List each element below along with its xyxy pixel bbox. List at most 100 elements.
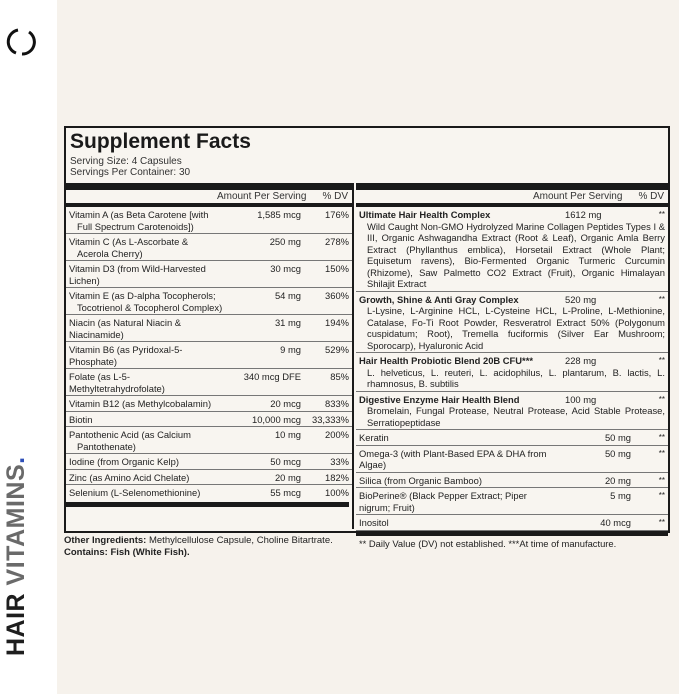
blend-name: Hair Health Probiotic Blend 20B CFU*** bbox=[359, 355, 533, 366]
nutrient-amount: 10,000 mcg bbox=[252, 413, 301, 425]
nutrient-dv: 200% bbox=[325, 429, 349, 440]
brand-word-vitamins: VITAMINS bbox=[2, 463, 30, 586]
divider bbox=[66, 183, 352, 190]
nutrient-name-line: Biotin bbox=[69, 413, 93, 425]
nutrient-name: Selenium (L-Selenomethionine) bbox=[69, 487, 223, 499]
nutrient-dv: 85% bbox=[330, 371, 349, 382]
nutrient-name: Vitamin B6 (as Pyridoxal-5-Phosphate) bbox=[69, 344, 223, 367]
nutrient-amount: 20 mcg bbox=[270, 398, 301, 409]
column-header: Amount Per Serving % DV bbox=[66, 190, 352, 203]
nutrient-dv: 33% bbox=[330, 456, 349, 467]
blend-dv: ** bbox=[658, 210, 665, 219]
blend-row: Hair Health Probiotic Blend 20B CFU*** 22… bbox=[356, 353, 668, 392]
divider bbox=[66, 203, 352, 207]
nutrient-row: Folate (as L-5-Methyltetrahydrofolate) 34… bbox=[66, 369, 352, 396]
ingredient-row: Keratin 50 mg ** bbox=[356, 430, 668, 446]
nutrient-amount: 55 mcg bbox=[270, 487, 301, 498]
nutrient-dv: 100% bbox=[325, 487, 349, 498]
nutrient-name-line: Folate (as L-5-Methyltetrahydrofolate) bbox=[69, 371, 165, 394]
blend-dv: ** bbox=[658, 394, 665, 404]
ingredient-dv: ** bbox=[658, 491, 665, 500]
nutrient-amount: 31 mg bbox=[274, 317, 301, 328]
ingredient-name: Keratin bbox=[359, 432, 389, 443]
blend-header: Growth, Shine & Anti Gray Complex 520 mg *… bbox=[359, 294, 665, 306]
nutrient-row: Vitamin E (as D-alpha Tocopherols; Tocotr… bbox=[66, 288, 352, 315]
header-dv: % DV bbox=[322, 191, 348, 202]
nutrient-name: Niacin (as Natural Niacin & Niacinamide) bbox=[69, 317, 223, 340]
servings-per-container: Servings Per Container: 30 bbox=[70, 167, 191, 178]
other-ingredients-label: Other Ingredients: bbox=[64, 535, 147, 546]
nutrient-dv: 194% bbox=[325, 317, 349, 328]
ingredient-dv: ** bbox=[658, 518, 665, 527]
nutrient-name: Zinc (as Amino Acid Chelate) bbox=[69, 472, 223, 484]
ingredient-dv: ** bbox=[658, 433, 665, 442]
blend-row: Digestive Enzyme Hair Health Blend 100 mg… bbox=[356, 392, 668, 430]
blend-row: Growth, Shine & Anti Gray Complex 520 mg *… bbox=[356, 292, 668, 353]
ingredient-name: Omega-3 (with Plant-Based EPA & DHA from… bbox=[359, 447, 547, 471]
divider bbox=[66, 501, 349, 507]
blend-ingredients: L. helveticus, L. reuteri, L. acidophilu… bbox=[367, 366, 665, 390]
blend-header: Hair Health Probiotic Blend 20B CFU*** 22… bbox=[359, 355, 665, 367]
supplement-facts-panel: Supplement Facts Serving Size: 4 Capsule… bbox=[64, 126, 670, 549]
brand-word-hair: HAIR bbox=[2, 592, 30, 656]
ingredient-row: Silica (from Organic Bamboo) 20 mg ** bbox=[356, 473, 668, 488]
nutrient-name: Vitamin D3 (from Wild-Harvested Lichen) bbox=[69, 263, 223, 286]
nutrient-name: Iodine (from Organic Kelp) bbox=[69, 456, 223, 468]
nutrient-name-line: Vitamin C (As L-Ascorbate & bbox=[69, 236, 189, 247]
nutrient-row: Selenium (L-Selenomethionine) 55 mcg 100% bbox=[66, 485, 352, 500]
ingredient-dv: ** bbox=[658, 475, 665, 485]
column-header: Amount Per Serving % DV bbox=[356, 190, 668, 203]
blend-amount: 1612 mg bbox=[565, 209, 602, 220]
nutrient-row: Iodine (from Organic Kelp) 50 mcg 33% bbox=[66, 454, 352, 470]
blend-ingredients: Bromelain, Fungal Protease, Neutral Prot… bbox=[367, 405, 665, 428]
brand-vertical-logo: HAIR VITAMINS. bbox=[2, 456, 30, 656]
nutrient-row: Vitamin D3 (from Wild-Harvested Lichen) 3… bbox=[66, 261, 352, 288]
nutrient-name: Vitamin A (as Beta Carotene [with Full Sp… bbox=[69, 209, 223, 232]
blend-name: Ultimate Hair Health Complex bbox=[359, 209, 491, 220]
ingredient-amount: 40 mcg bbox=[600, 517, 631, 528]
nutrient-dv: 529% bbox=[325, 344, 349, 355]
ingredient-row: Omega-3 (with Plant-Based EPA & DHA from… bbox=[356, 446, 668, 473]
nutrient-name: Biotin bbox=[69, 414, 223, 426]
nutrient-name-line: Selenium (L-Selenomethionine) bbox=[69, 487, 201, 498]
blend-name: Growth, Shine & Anti Gray Complex bbox=[359, 293, 519, 305]
nutrient-name-line2: Tocotrienol & Tocopherol Complex) bbox=[77, 301, 223, 313]
nutrient-name: Vitamin B12 (as Methylcobalamin) bbox=[69, 398, 223, 410]
ingredient-amount: 50 mg bbox=[604, 447, 631, 459]
nutrient-row: Zinc (as Amino Acid Chelate) 20 mg 182% bbox=[66, 470, 352, 485]
nutrient-amount: 9 mg bbox=[280, 344, 301, 355]
nutrient-dv: 33,333% bbox=[311, 413, 349, 425]
ingredient-name: BioPerine® (Black Pepper Extract; Piper … bbox=[359, 490, 527, 513]
nutrient-amount: 54 mg bbox=[274, 290, 301, 301]
nutrient-name-line: Niacin (as Natural Niacin & Niacinamide) bbox=[69, 317, 182, 340]
footnote: ** Daily Value (DV) not established. ***… bbox=[356, 530, 668, 551]
right-column: Amount Per Serving % DV Ultimate Hair Hea… bbox=[356, 183, 668, 549]
allergen-contains: Contains: Fish (White Fish). bbox=[64, 547, 190, 558]
blend-header: Ultimate Hair Health Complex 1612 mg ** bbox=[359, 209, 665, 221]
nutrient-amount: 20 mg bbox=[274, 471, 301, 483]
other-ingredients-text: Methylcellulose Capsule, Choline Bitartr… bbox=[146, 535, 333, 546]
nutrient-name-line: Pantothenic Acid (as Calcium bbox=[69, 429, 191, 440]
nutrient-name-line: Zinc (as Amino Acid Chelate) bbox=[69, 471, 190, 483]
brand-dot: . bbox=[2, 456, 30, 464]
nutrient-row: Vitamin B12 (as Methylcobalamin) 20 mcg 83… bbox=[66, 396, 352, 412]
blend-header: Digestive Enzyme Hair Health Blend 100 mg… bbox=[359, 394, 665, 406]
ingredient-name: Silica (from Organic Bamboo) bbox=[359, 474, 482, 486]
blend-amount: 100 mg bbox=[565, 393, 597, 405]
ingredient-amount: 5 mg bbox=[610, 490, 631, 501]
ingredient-row: BioPerine® (Black Pepper Extract; Piper … bbox=[356, 488, 668, 515]
nutrient-name-line: Vitamin E (as D-alpha Tocopherols; bbox=[69, 290, 216, 301]
nutrient-dv: 278% bbox=[325, 236, 349, 247]
nutrient-name-line2: Full Spectrum Carotenoids]) bbox=[77, 220, 194, 232]
nutrient-dv: 833% bbox=[325, 398, 349, 409]
nutrient-amount: 30 mcg bbox=[270, 263, 301, 274]
left-column: Amount Per Serving % DV Vitamin A (as Bet… bbox=[66, 183, 354, 529]
blend-amount: 228 mg bbox=[565, 355, 597, 366]
nutrient-name-line: Vitamin B12 (as Methylcobalamin) bbox=[69, 398, 212, 409]
header-dv: % DV bbox=[638, 191, 664, 202]
nutrient-name-line: Vitamin D3 (from Wild-Harvested Lichen) bbox=[69, 263, 206, 286]
nutrient-dv: 182% bbox=[325, 471, 349, 483]
serving-info: Serving Size: 4 Capsules Servings Per Co… bbox=[70, 156, 190, 178]
nutrient-row: Vitamin C (As L-Ascorbate & Acerola Cherr… bbox=[66, 234, 352, 261]
nutrient-amount: 250 mg bbox=[269, 236, 301, 247]
